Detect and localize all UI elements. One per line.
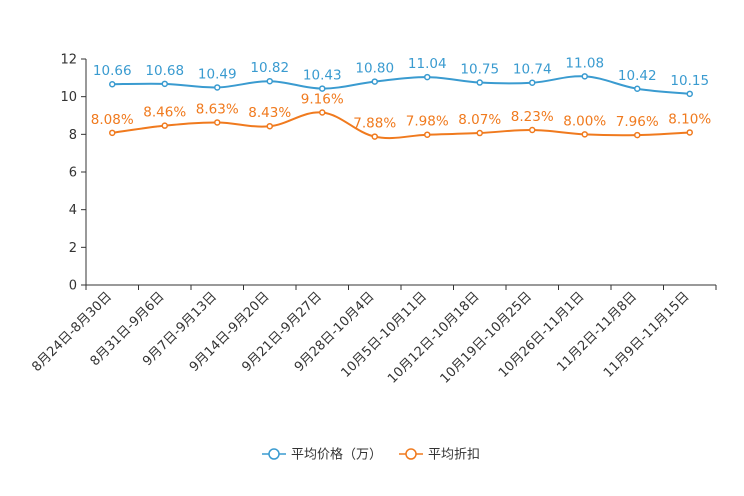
data-point: [109, 80, 116, 88]
chart-axes: 0246810128月24日-8月30日8月31日-9月6日9月7日-9月13日…: [29, 53, 717, 387]
data-point: [634, 85, 641, 93]
chart-legend[interactable]: 平均价格（万） 平均折扣: [262, 447, 480, 463]
data-label: 10.66: [93, 63, 132, 79]
data-label: 8.46%: [143, 105, 186, 121]
data-label: 8.08%: [91, 112, 134, 128]
legend-item[interactable]: 平均折扣: [399, 448, 480, 463]
legend-label: 平均价格（万）: [291, 447, 382, 463]
data-label: 10.80: [355, 61, 394, 77]
data-point: [371, 133, 378, 140]
legend-marker-icon: [268, 448, 280, 460]
data-point: [529, 79, 536, 86]
data-point: [161, 80, 168, 88]
y-tick-label: 6: [69, 166, 77, 181]
data-point: [266, 122, 273, 130]
data-label: 7.88%: [353, 116, 396, 132]
data-point: [319, 109, 326, 116]
data-point: [266, 77, 273, 85]
data-point: [634, 131, 641, 139]
series-line: [112, 75, 690, 95]
data-label: 11.04: [408, 56, 447, 72]
data-point: [581, 73, 588, 80]
y-tick-label: 8: [69, 128, 77, 143]
series-line: [112, 111, 690, 140]
data-label: 10.42: [618, 68, 657, 84]
data-point: [686, 129, 693, 136]
data-point: [319, 85, 326, 92]
legend-label: 平均折扣: [428, 448, 480, 463]
data-label: 10.49: [198, 66, 237, 82]
data-label: 8.07%: [458, 112, 501, 128]
data-point: [581, 131, 588, 138]
data-point: [476, 129, 483, 137]
data-label: 10.43: [303, 68, 342, 84]
data-label: 8.43%: [248, 105, 291, 121]
data-point: [529, 126, 536, 134]
y-tick-label: 10: [60, 90, 77, 105]
y-tick-label: 2: [69, 241, 77, 256]
data-label: 8.23%: [511, 109, 554, 125]
data-point: [109, 129, 116, 137]
data-label: 11.08: [565, 55, 604, 71]
data-point: [476, 79, 483, 86]
y-tick-label: 0: [69, 279, 77, 294]
data-label: 10.15: [670, 73, 709, 89]
data-label: 10.68: [145, 63, 184, 79]
y-tick-label: 4: [69, 203, 77, 218]
legend-item[interactable]: 平均价格（万）: [262, 447, 382, 463]
data-label: 10.82: [250, 60, 289, 76]
data-label: 8.00%: [563, 113, 606, 129]
data-point: [214, 119, 221, 126]
x-tick-label: 10月12日-10月18日: [385, 289, 482, 386]
data-label: 7.98%: [406, 114, 449, 130]
data-label: 9.16%: [301, 91, 344, 107]
data-label: 8.63%: [196, 101, 239, 117]
data-point: [424, 73, 431, 81]
data-point: [161, 122, 168, 129]
data-label: 7.96%: [616, 114, 659, 130]
chart-series: [109, 73, 693, 140]
data-label: 8.10%: [668, 111, 711, 127]
data-point: [214, 84, 221, 91]
data-point: [424, 131, 431, 138]
y-tick-label: 12: [60, 53, 77, 68]
data-label: 10.75: [460, 62, 499, 78]
data-label: 10.74: [513, 62, 552, 78]
data-point: [371, 78, 378, 85]
legend-marker-icon: [405, 448, 417, 460]
data-point: [686, 90, 693, 98]
chart-data-labels: 10.66 10.68 10.49 10.82 10.43 10.80 11.04 10.75…: [91, 55, 712, 131]
x-tick-label: 10月19日-10月25日: [438, 289, 535, 386]
